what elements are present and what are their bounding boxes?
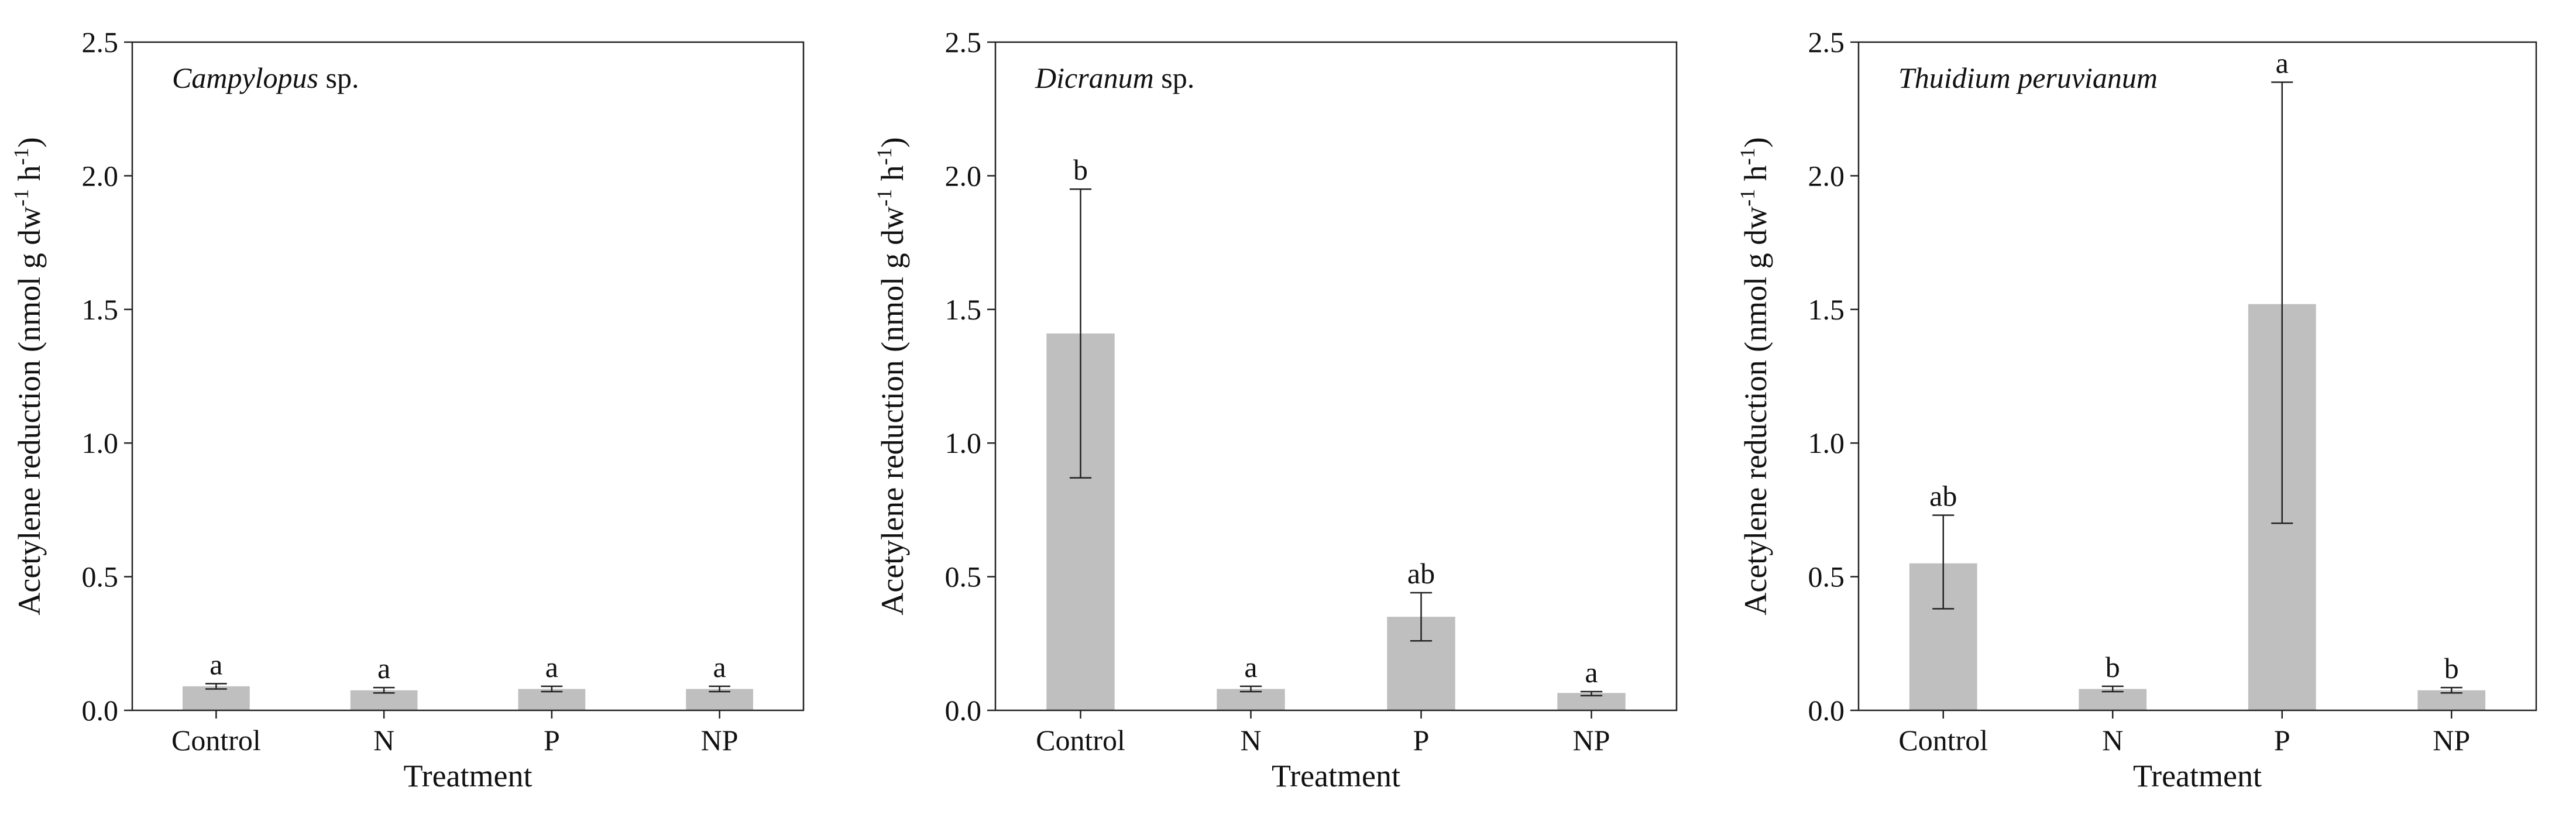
x-tick-label: P (2274, 724, 2290, 757)
y-axis-title-superscript: -1 (873, 147, 896, 165)
y-axis-title-part: h (875, 165, 910, 189)
y-axis-title-part: ) (875, 137, 910, 147)
error-bar-np (2440, 686, 2462, 694)
y-axis-title-part: Acetylene reduction (nmol g dw (875, 207, 910, 616)
y-axis-title-part: h (1738, 165, 1773, 189)
x-tick-label: P (544, 724, 560, 757)
bar-np (686, 689, 753, 710)
significance-label: a (209, 648, 222, 680)
error-bar-np (709, 685, 730, 693)
panel-title-suffix: sp. (1154, 61, 1194, 94)
x-tick-label: N (373, 724, 394, 757)
panel-title-species: Campylopus (172, 61, 318, 94)
error-bar-np (1580, 690, 1603, 697)
y-axis-title: Acetylene reduction (nmol g dw-1 h-1) (9, 137, 47, 615)
y-tick-label: 0.0 (945, 694, 982, 727)
y-tick-label: 0.5 (945, 561, 982, 593)
y-tick-label: 0.5 (82, 561, 119, 593)
x-axis-title: Treatment (2133, 758, 2262, 793)
panel-title: Campylopus sp. (172, 61, 359, 94)
y-tick-label: 2.0 (82, 159, 119, 192)
y-tick-label: 2.5 (1808, 26, 1845, 59)
y-tick-label: 0.0 (1808, 694, 1845, 727)
y-axis-title-superscript: -1 (9, 147, 33, 165)
significance-label: a (1585, 656, 1598, 689)
error-bar-n (1239, 685, 1262, 693)
x-tick-label: NP (1573, 724, 1610, 757)
significance-label: a (2276, 47, 2289, 80)
error-bar-p (541, 685, 563, 693)
plot-frame (994, 41, 1678, 712)
significance-label: a (377, 652, 390, 685)
error-bar-p (1410, 592, 1433, 642)
y-tick-label: 2.0 (1808, 159, 1845, 192)
panel-title-species: Dicranum (1035, 61, 1154, 94)
error-bar-control (205, 683, 227, 690)
x-tick-label: Control (1898, 724, 1988, 757)
x-tick-label: NP (701, 724, 739, 757)
y-tick-label: 2.0 (945, 159, 982, 192)
bar-p (518, 689, 586, 710)
y-tick-label: 1.5 (945, 293, 982, 326)
plot-frame (1857, 41, 2537, 712)
error-bar-control (1932, 514, 1955, 610)
significance-label: b (1073, 153, 1088, 186)
significance-label: ab (1929, 480, 1957, 513)
panel-title-species: Thuidium peruvianum (1898, 61, 2158, 94)
y-axis-title-part: ) (1738, 137, 1773, 147)
bar-control (183, 686, 250, 710)
y-axis-title-superscript: -1 (1736, 189, 1759, 207)
y-axis-title-superscript: -1 (873, 189, 896, 207)
significance-label: b (2444, 652, 2459, 685)
y-tick-label: 1.5 (82, 293, 119, 326)
significance-label: a (545, 651, 558, 683)
panel-title: Dicranum sp. (1035, 61, 1194, 94)
error-bar-n (2101, 685, 2124, 693)
x-tick-label: NP (2433, 724, 2470, 757)
significance-label: ab (1407, 557, 1435, 590)
panel-title: Thuidium peruvianum (1898, 61, 2158, 94)
y-axis-title-part: ) (12, 137, 47, 147)
x-tick-label: Control (1036, 724, 1125, 757)
y-tick-label: 1.5 (1808, 293, 1845, 326)
x-tick-label: N (1240, 724, 1261, 757)
y-axis-title-superscript: -1 (9, 189, 33, 207)
error-bar-control (1069, 188, 1092, 479)
error-bar-p (2271, 81, 2293, 524)
error-bar-n (373, 686, 395, 694)
x-tick-label: N (2102, 724, 2123, 757)
y-axis-title: Acetylene reduction (nmol g dw-1 h-1) (873, 137, 910, 615)
y-tick-label: 2.5 (945, 26, 982, 59)
significance-label: a (713, 651, 726, 683)
y-tick-label: 2.5 (82, 26, 119, 59)
y-tick-label: 0.5 (1808, 561, 1845, 593)
y-tick-label: 1.0 (945, 427, 982, 459)
y-tick-label: 1.0 (1808, 427, 1845, 459)
y-axis-title: Acetylene reduction (nmol g dw-1 h-1) (1736, 137, 1773, 615)
x-tick-label: P (1413, 724, 1430, 757)
significance-label: a (1244, 651, 1257, 683)
x-tick-label: Control (171, 724, 261, 757)
y-axis-title-part: Acetylene reduction (nmol g dw (1738, 207, 1773, 616)
bar-n (1217, 689, 1285, 710)
significance-label: b (2106, 651, 2120, 683)
y-axis-title-part: Acetylene reduction (nmol g dw (12, 207, 47, 616)
y-tick-label: 1.0 (82, 427, 119, 459)
plot-frame (131, 41, 805, 712)
y-tick-label: 0.0 (82, 694, 119, 727)
x-axis-title: Treatment (404, 758, 533, 793)
y-axis-title-superscript: -1 (1736, 147, 1759, 165)
y-axis-title-part: h (12, 165, 47, 189)
x-axis-title: Treatment (1272, 758, 1400, 793)
bar-n (2079, 689, 2147, 710)
panel-title-suffix: sp. (318, 61, 359, 94)
